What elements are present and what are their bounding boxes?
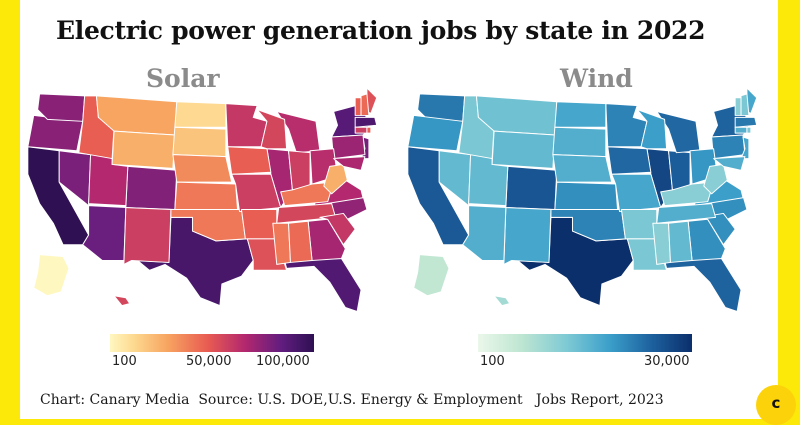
wind-state-alabama (668, 220, 693, 263)
wind-state-rhode-island (746, 126, 752, 134)
wind-scale-label-min: 100 (480, 354, 505, 369)
solar-scale-label-mid: 50,000 (186, 354, 232, 369)
wind-state-maryland (713, 156, 746, 171)
wind-state-hawaii (493, 295, 511, 307)
wind-state-new-hampshire (740, 93, 750, 116)
wind-map-title: Wind (560, 64, 633, 93)
wind-state-vermont (734, 97, 742, 116)
solar-state-indiana (288, 150, 311, 191)
wind-state-oregon (407, 114, 464, 152)
solar-scale-label-max: 100,000 (256, 354, 310, 369)
solar-state-kansas (174, 181, 239, 211)
wind-state-kansas (554, 181, 619, 211)
solar-state-washington (37, 93, 86, 122)
canary-media-logo: c (756, 385, 796, 425)
chart-source-footer: Chart: Canary Media Source: U.S. DOE,U.S… (40, 392, 664, 408)
wind-state-south-carolina (699, 212, 736, 246)
wind-state-arkansas (620, 209, 658, 240)
wind-state-new-jersey (740, 136, 750, 160)
solar-state-maryland (333, 156, 366, 171)
wind-state-iowa (607, 146, 652, 175)
solar-state-michigan (276, 111, 321, 154)
solar-state-north-dakota (174, 101, 227, 128)
wind-state-nebraska (552, 154, 613, 183)
wind-state-south-dakota (552, 126, 607, 158)
solar-state-arizona (82, 205, 127, 261)
wind-state-alaska (413, 254, 450, 297)
solar-state-massachusetts (354, 116, 378, 128)
solar-state-arkansas (240, 209, 278, 240)
solar-state-florida (284, 258, 362, 312)
logo-letter: c (771, 394, 781, 412)
solar-color-scale (110, 334, 314, 352)
wind-state-new-mexico (503, 207, 552, 265)
wind-scale-label-max: 30,000 (644, 354, 690, 369)
wind-state-florida (664, 258, 742, 312)
wind-state-wisconsin (636, 109, 668, 150)
wind-state-tennessee (656, 203, 717, 224)
wind-state-pennsylvania (711, 134, 746, 160)
wind-state-wyoming (491, 130, 556, 169)
wind-state-massachusetts (734, 116, 758, 128)
solar-map-title: Solar (146, 64, 220, 93)
solar-state-wyoming (111, 130, 176, 169)
solar-state-alabama (288, 220, 313, 263)
wind-state-connecticut (734, 126, 748, 134)
wind-state-michigan (656, 111, 701, 154)
solar-state-vermont (354, 97, 362, 116)
wind-state-arizona (462, 205, 507, 261)
solar-state-south-dakota (172, 126, 227, 158)
solar-state-south-carolina (319, 212, 356, 246)
solar-state-pennsylvania (331, 134, 366, 160)
wind-state-colorado (505, 165, 558, 211)
solar-state-rhode-island (366, 126, 372, 134)
wind-color-scale (478, 334, 692, 352)
solar-state-hawaii (113, 295, 131, 307)
solar-map (27, 88, 378, 312)
solar-state-colorado (125, 165, 178, 211)
solar-state-new-hampshire (360, 93, 370, 116)
solar-scale-label-min: 100 (112, 354, 137, 369)
solar-state-minnesota (225, 103, 268, 148)
solar-state-wisconsin (256, 109, 288, 150)
solar-state-new-mexico (123, 207, 172, 265)
wind-state-north-dakota (554, 101, 607, 128)
wind-state-indiana (668, 150, 691, 191)
solar-state-alaska (33, 254, 70, 297)
wind-map (407, 88, 758, 312)
solar-state-connecticut (354, 126, 368, 134)
chart-title: Electric power generation jobs by state … (56, 16, 706, 45)
wind-state-minnesota (605, 103, 648, 148)
solar-state-iowa (227, 146, 272, 175)
solar-state-nebraska (172, 154, 233, 183)
